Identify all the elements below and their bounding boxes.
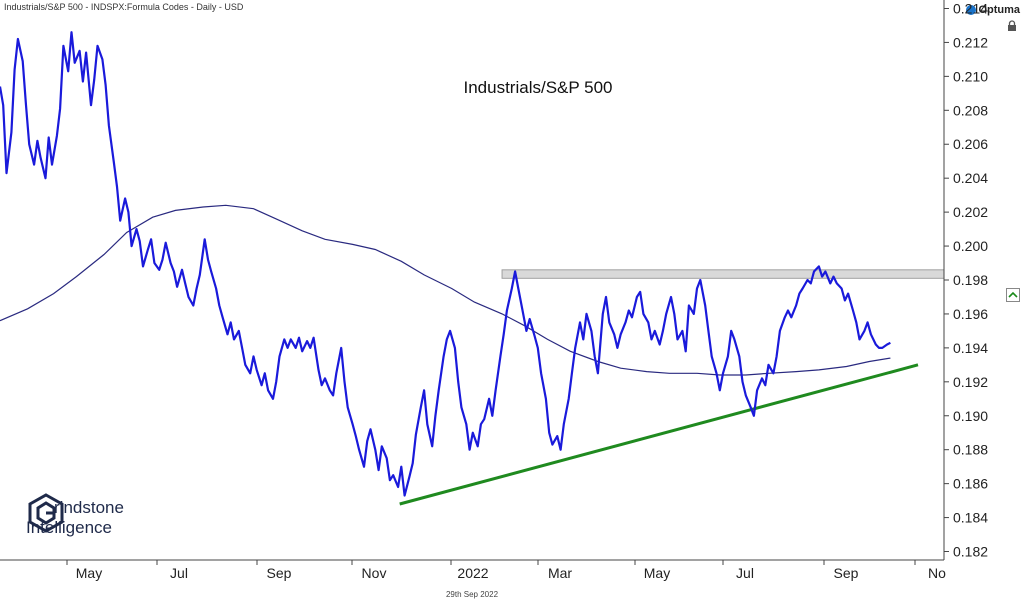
- y-tick-label: 0.188: [953, 442, 988, 458]
- resistance-band: [501, 269, 945, 279]
- y-tick-label: 0.196: [953, 306, 988, 322]
- optuma-logo-icon: [966, 5, 977, 15]
- y-tick-label: 0.194: [953, 340, 988, 356]
- price-series-line: [0, 31, 891, 497]
- x-tick-label: Jul: [170, 565, 188, 581]
- date-caption: 29th Sep 2022: [445, 590, 499, 599]
- y-tick-label: 0.198: [953, 272, 988, 288]
- chart-title: Industrials/S&P 500: [464, 78, 613, 97]
- y-tick-label: 0.204: [953, 170, 988, 186]
- x-tick-label: May: [644, 565, 670, 581]
- x-tick-label: No: [928, 565, 946, 581]
- y-tick-label: 0.210: [953, 68, 988, 84]
- y-tick-label: 0.182: [953, 544, 988, 560]
- y-tick-label: 0.202: [953, 204, 988, 220]
- optuma-brand-name: Optuma: [978, 4, 1020, 16]
- y-tick-label: 0.200: [953, 238, 988, 254]
- x-tick-label: Mar: [548, 565, 572, 581]
- watermark-line2: Intelligence: [26, 518, 113, 537]
- y-tick-label: 0.184: [953, 510, 988, 526]
- y-tick-label: 0.186: [953, 476, 988, 492]
- x-tick-label: Jul: [736, 565, 754, 581]
- y-tick-label: 0.214: [953, 0, 988, 16]
- x-tick-label: Sep: [267, 565, 292, 581]
- x-tick-label: Sep: [834, 565, 859, 581]
- x-tick-label: Nov: [362, 565, 387, 581]
- chart-header: Industrials/S&P 500 - INDSPX:Formula Cod…: [4, 2, 244, 12]
- y-tick-label: 0.206: [953, 136, 988, 152]
- optuma-brand: Optuma: [966, 4, 1020, 16]
- watermark-line1: rindstone: [54, 498, 124, 517]
- x-tick-label: May: [76, 565, 102, 581]
- arrow-icon[interactable]: [1006, 288, 1020, 302]
- moving-average-line: [0, 204, 891, 376]
- y-tick-label: 0.208: [953, 102, 988, 118]
- lock-icon[interactable]: [1006, 20, 1018, 32]
- y-tick-label: 0.212: [953, 34, 988, 50]
- grindstone-logo-icon: [28, 493, 64, 533]
- support-trendline: [399, 363, 919, 506]
- x-tick-label: 2022: [457, 565, 488, 581]
- y-tick-label: 0.190: [953, 408, 988, 424]
- y-tick-label: 0.192: [953, 374, 988, 390]
